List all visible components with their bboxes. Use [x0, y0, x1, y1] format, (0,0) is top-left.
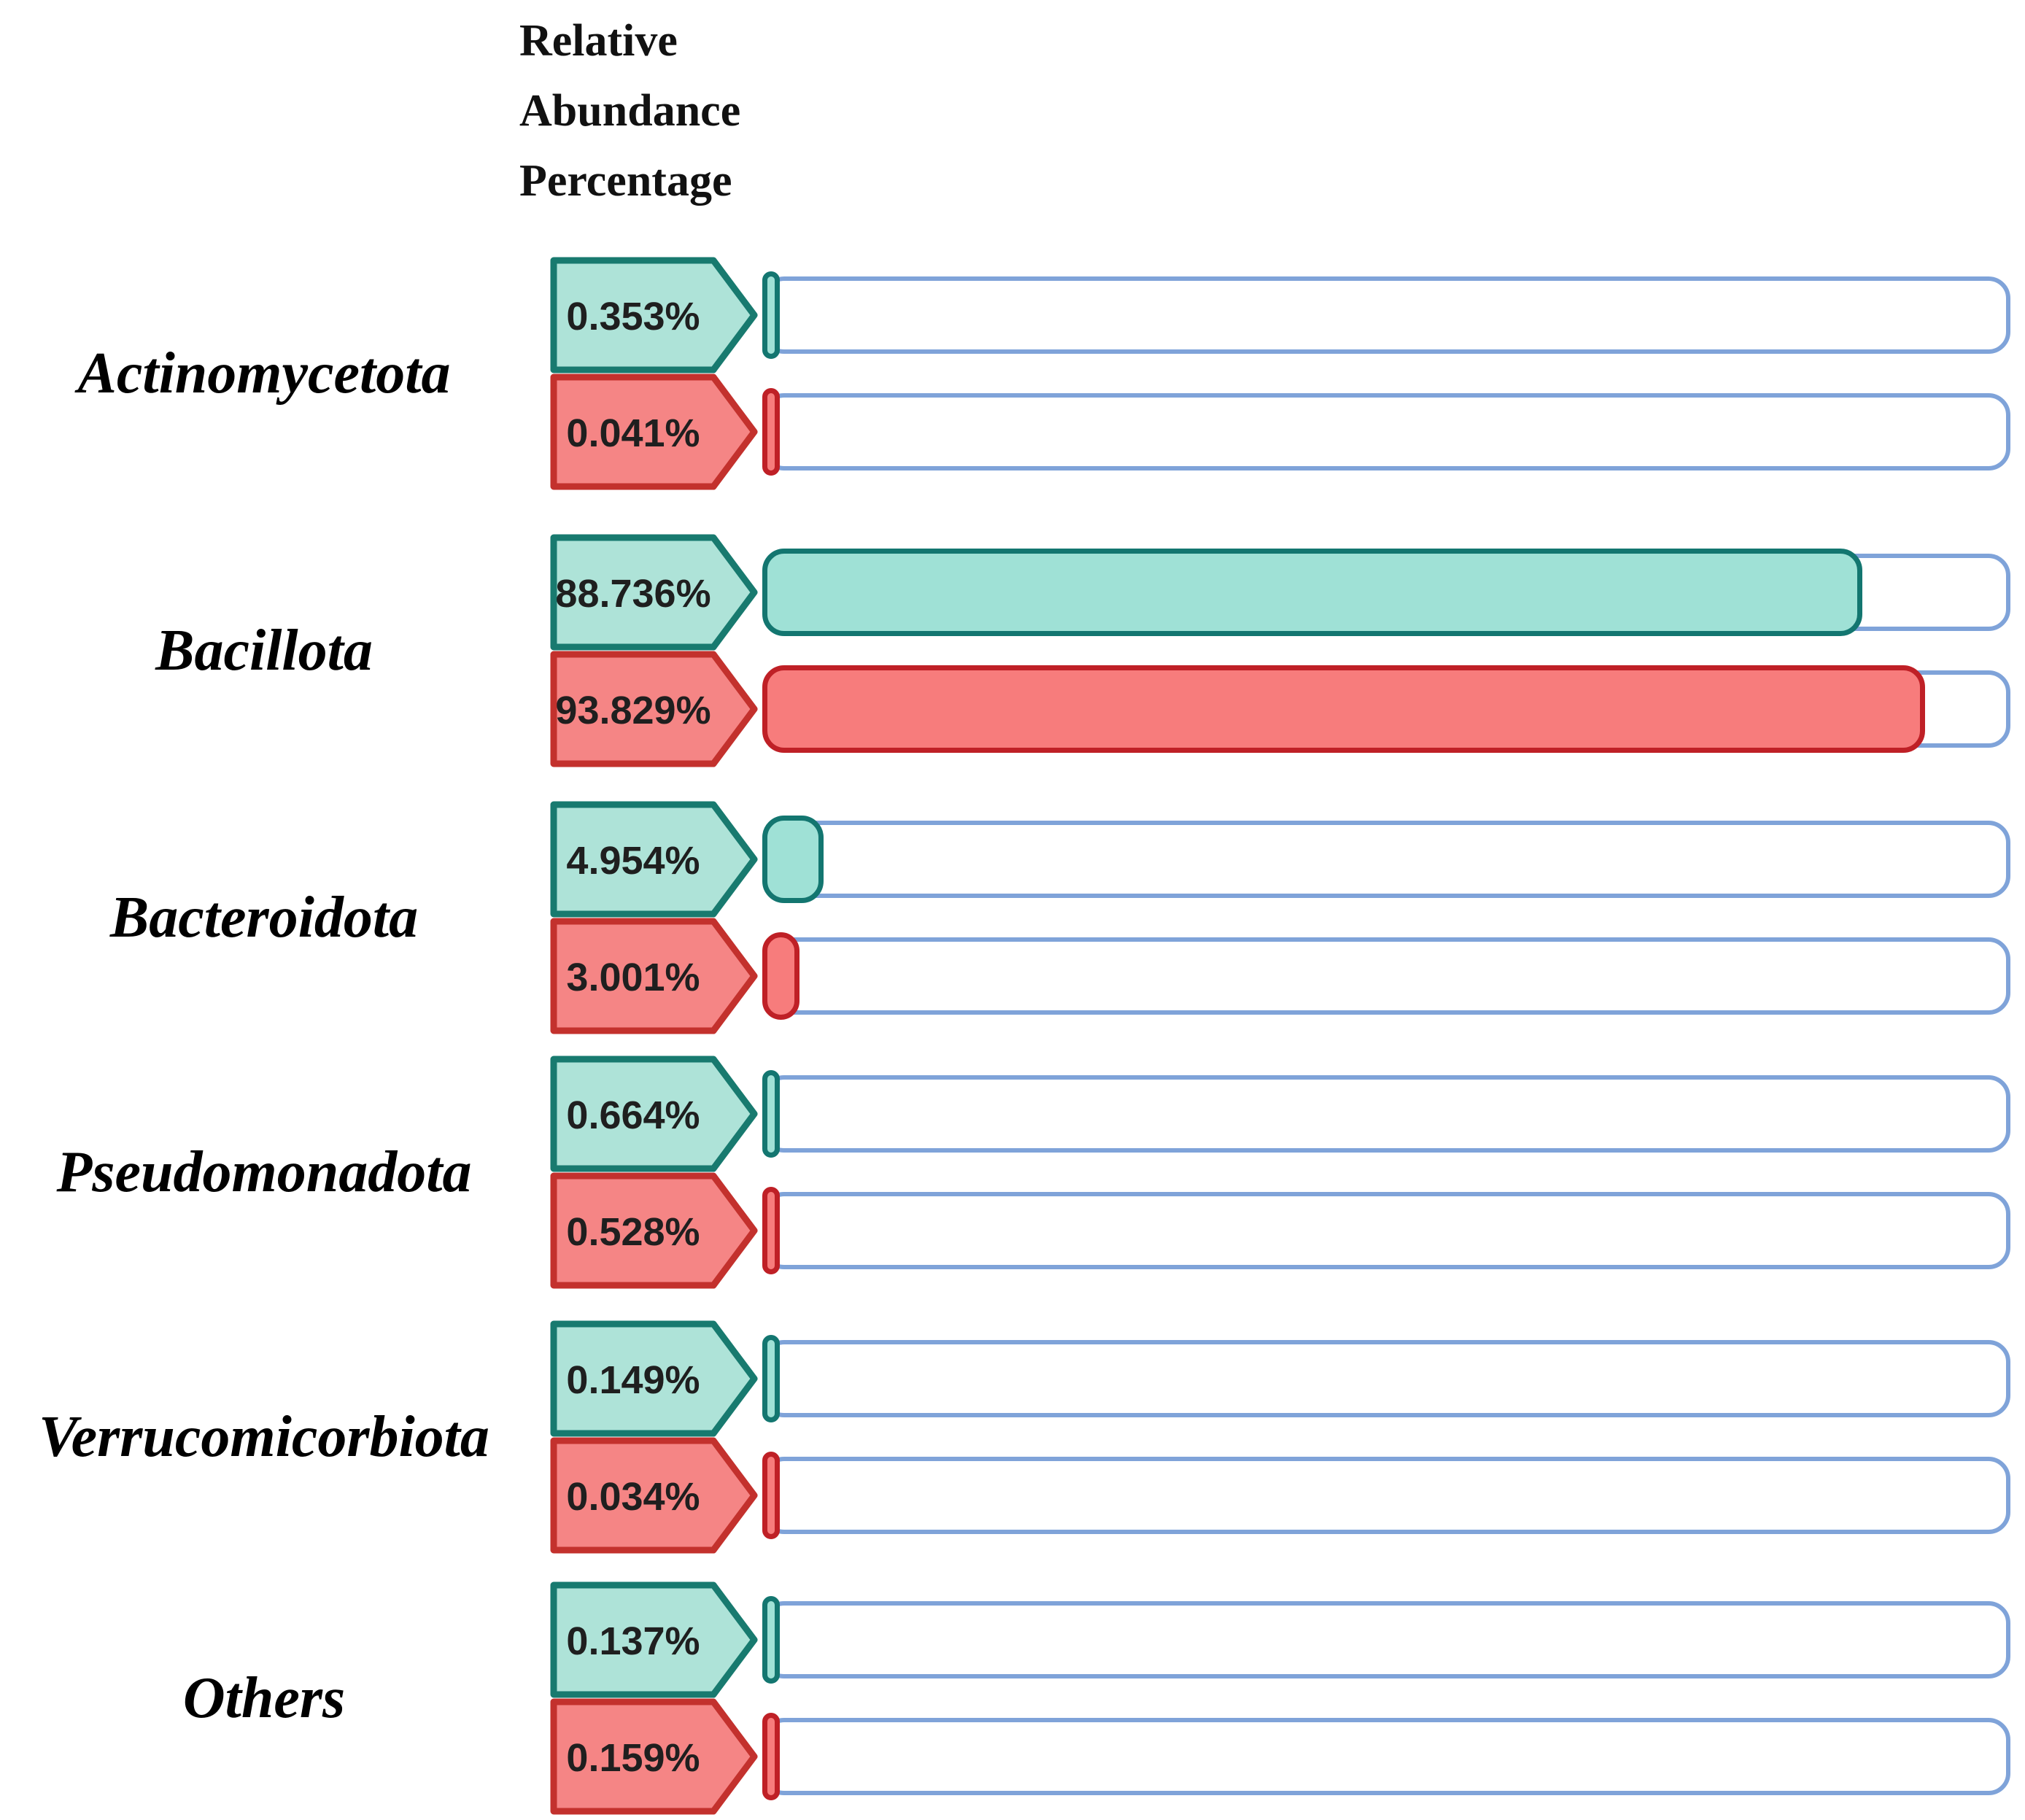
tag-value-text: 4.954% — [566, 839, 700, 883]
phylum-label: Actinomycetota — [77, 341, 451, 406]
bar-fill — [762, 1713, 780, 1800]
bar-fill — [762, 1596, 780, 1684]
tag-value-text: 0.137% — [566, 1619, 700, 1663]
tag-value-text: 0.041% — [566, 411, 700, 455]
bars-area: 0.137% 0.159% — [550, 1581, 2010, 1815]
tag-arrow-shape — [550, 1056, 758, 1172]
tag-arrow-shape — [550, 651, 758, 767]
bar-row-red: 0.159% — [550, 1698, 2010, 1815]
column-header: Relative Abundance Percentage — [519, 16, 741, 206]
bar-fill — [762, 388, 780, 476]
tag-arrow-shape — [550, 1581, 758, 1698]
bar-fill — [762, 549, 1862, 636]
tag-arrow-shape — [550, 1320, 758, 1437]
bar-track — [762, 1596, 2010, 1684]
value-tag: 0.137% — [550, 1581, 758, 1698]
bar-track — [762, 1452, 2010, 1539]
bar-fill — [762, 1187, 780, 1274]
tag-arrow-shape — [550, 801, 758, 918]
bar-track — [762, 665, 2010, 753]
tag-arrow-shape — [550, 1437, 758, 1554]
tag-arrow-shape — [550, 1698, 758, 1815]
phylum-group-pseudomonadota: Pseudomonadota 0.664% 0.528% — [0, 1056, 2025, 1289]
phylum-label: Bacillota — [155, 618, 373, 683]
bar-row-teal: 88.736% — [550, 534, 2010, 651]
tag-value-text: 0.353% — [566, 295, 700, 338]
tag-arrow-shape — [550, 373, 758, 490]
bar-track — [762, 816, 2010, 903]
bar-row-teal: 0.137% — [550, 1581, 2010, 1698]
bar-row-red: 3.001% — [550, 918, 2010, 1034]
bar-track — [762, 271, 2010, 359]
bars-area: 88.736% 93.829% — [550, 534, 2010, 767]
value-tag: 0.528% — [550, 1172, 758, 1289]
tag-arrow-shape — [550, 257, 758, 373]
bar-row-red: 0.034% — [550, 1437, 2010, 1554]
tag-arrow-shape — [550, 534, 758, 651]
value-tag: 3.001% — [550, 918, 758, 1034]
bar-fill — [762, 665, 1926, 753]
bars-area: 4.954% 3.001% — [550, 801, 2010, 1034]
value-tag: 4.954% — [550, 801, 758, 918]
tag-value-text: 3.001% — [566, 956, 700, 999]
tag-value-text: 0.159% — [566, 1736, 700, 1780]
bar-fill — [762, 1070, 780, 1158]
bar-row-teal: 0.353% — [550, 257, 2010, 373]
phylum-group-bacillota: Bacillota 88.736% 93.829% — [0, 534, 2025, 767]
tag-value-text: 0.664% — [566, 1093, 700, 1137]
tag-value-text: 93.829% — [555, 689, 711, 732]
bar-fill — [762, 816, 824, 903]
bar-track — [762, 1713, 2010, 1800]
bar-row-red: 0.528% — [550, 1172, 2010, 1289]
phylum-group-verrucomicorbiota: Verrucomicorbiota 0.149% 0.034% — [0, 1320, 2025, 1554]
bars-area: 0.149% 0.034% — [550, 1320, 2010, 1554]
value-tag: 88.736% — [550, 534, 758, 651]
tag-arrow-shape — [550, 918, 758, 1034]
tag-value-text: 0.528% — [566, 1210, 700, 1254]
bar-row-red: 93.829% — [550, 651, 2010, 767]
tag-arrow-shape — [550, 1172, 758, 1289]
bar-fill — [762, 1335, 780, 1422]
bar-fill — [762, 932, 799, 1020]
bar-row-teal: 0.149% — [550, 1320, 2010, 1437]
value-tag: 0.353% — [550, 257, 758, 373]
tag-value-text: 0.034% — [566, 1475, 700, 1519]
phylum-group-others: Others 0.137% 0.159% — [0, 1581, 2025, 1815]
tag-value-text: 88.736% — [555, 572, 711, 616]
phylum-label: Verrucomicorbiota — [39, 1404, 489, 1469]
bar-track — [762, 1187, 2010, 1274]
value-tag: 0.041% — [550, 373, 758, 490]
phylum-label: Others — [182, 1665, 346, 1730]
value-tag: 0.149% — [550, 1320, 758, 1437]
phylum-group-bacteroidota: Bacteroidota 4.954% 3.001% — [0, 801, 2025, 1034]
phylum-label: Bacteroidota — [109, 885, 419, 950]
bar-track — [762, 1070, 2010, 1158]
bar-track — [762, 932, 2010, 1020]
value-tag: 0.159% — [550, 1698, 758, 1815]
phylum-group-actinomycetota: Actinomycetota 0.353% 0.041% — [0, 257, 2025, 490]
bar-row-teal: 0.664% — [550, 1056, 2010, 1172]
bar-row-red: 0.041% — [550, 373, 2010, 490]
bar-track — [762, 388, 2010, 476]
value-tag: 0.664% — [550, 1056, 758, 1172]
bar-fill — [762, 1452, 780, 1539]
tag-value-text: 0.149% — [566, 1358, 700, 1402]
bars-area: 0.664% 0.528% — [550, 1056, 2010, 1289]
bar-track — [762, 549, 2010, 636]
value-tag: 0.034% — [550, 1437, 758, 1554]
phylum-label: Pseudomonadota — [56, 1139, 472, 1204]
bar-fill — [762, 271, 780, 359]
bar-row-teal: 4.954% — [550, 801, 2010, 918]
value-tag: 93.829% — [550, 651, 758, 767]
bar-track — [762, 1335, 2010, 1422]
bars-area: 0.353% 0.041% — [550, 257, 2010, 490]
